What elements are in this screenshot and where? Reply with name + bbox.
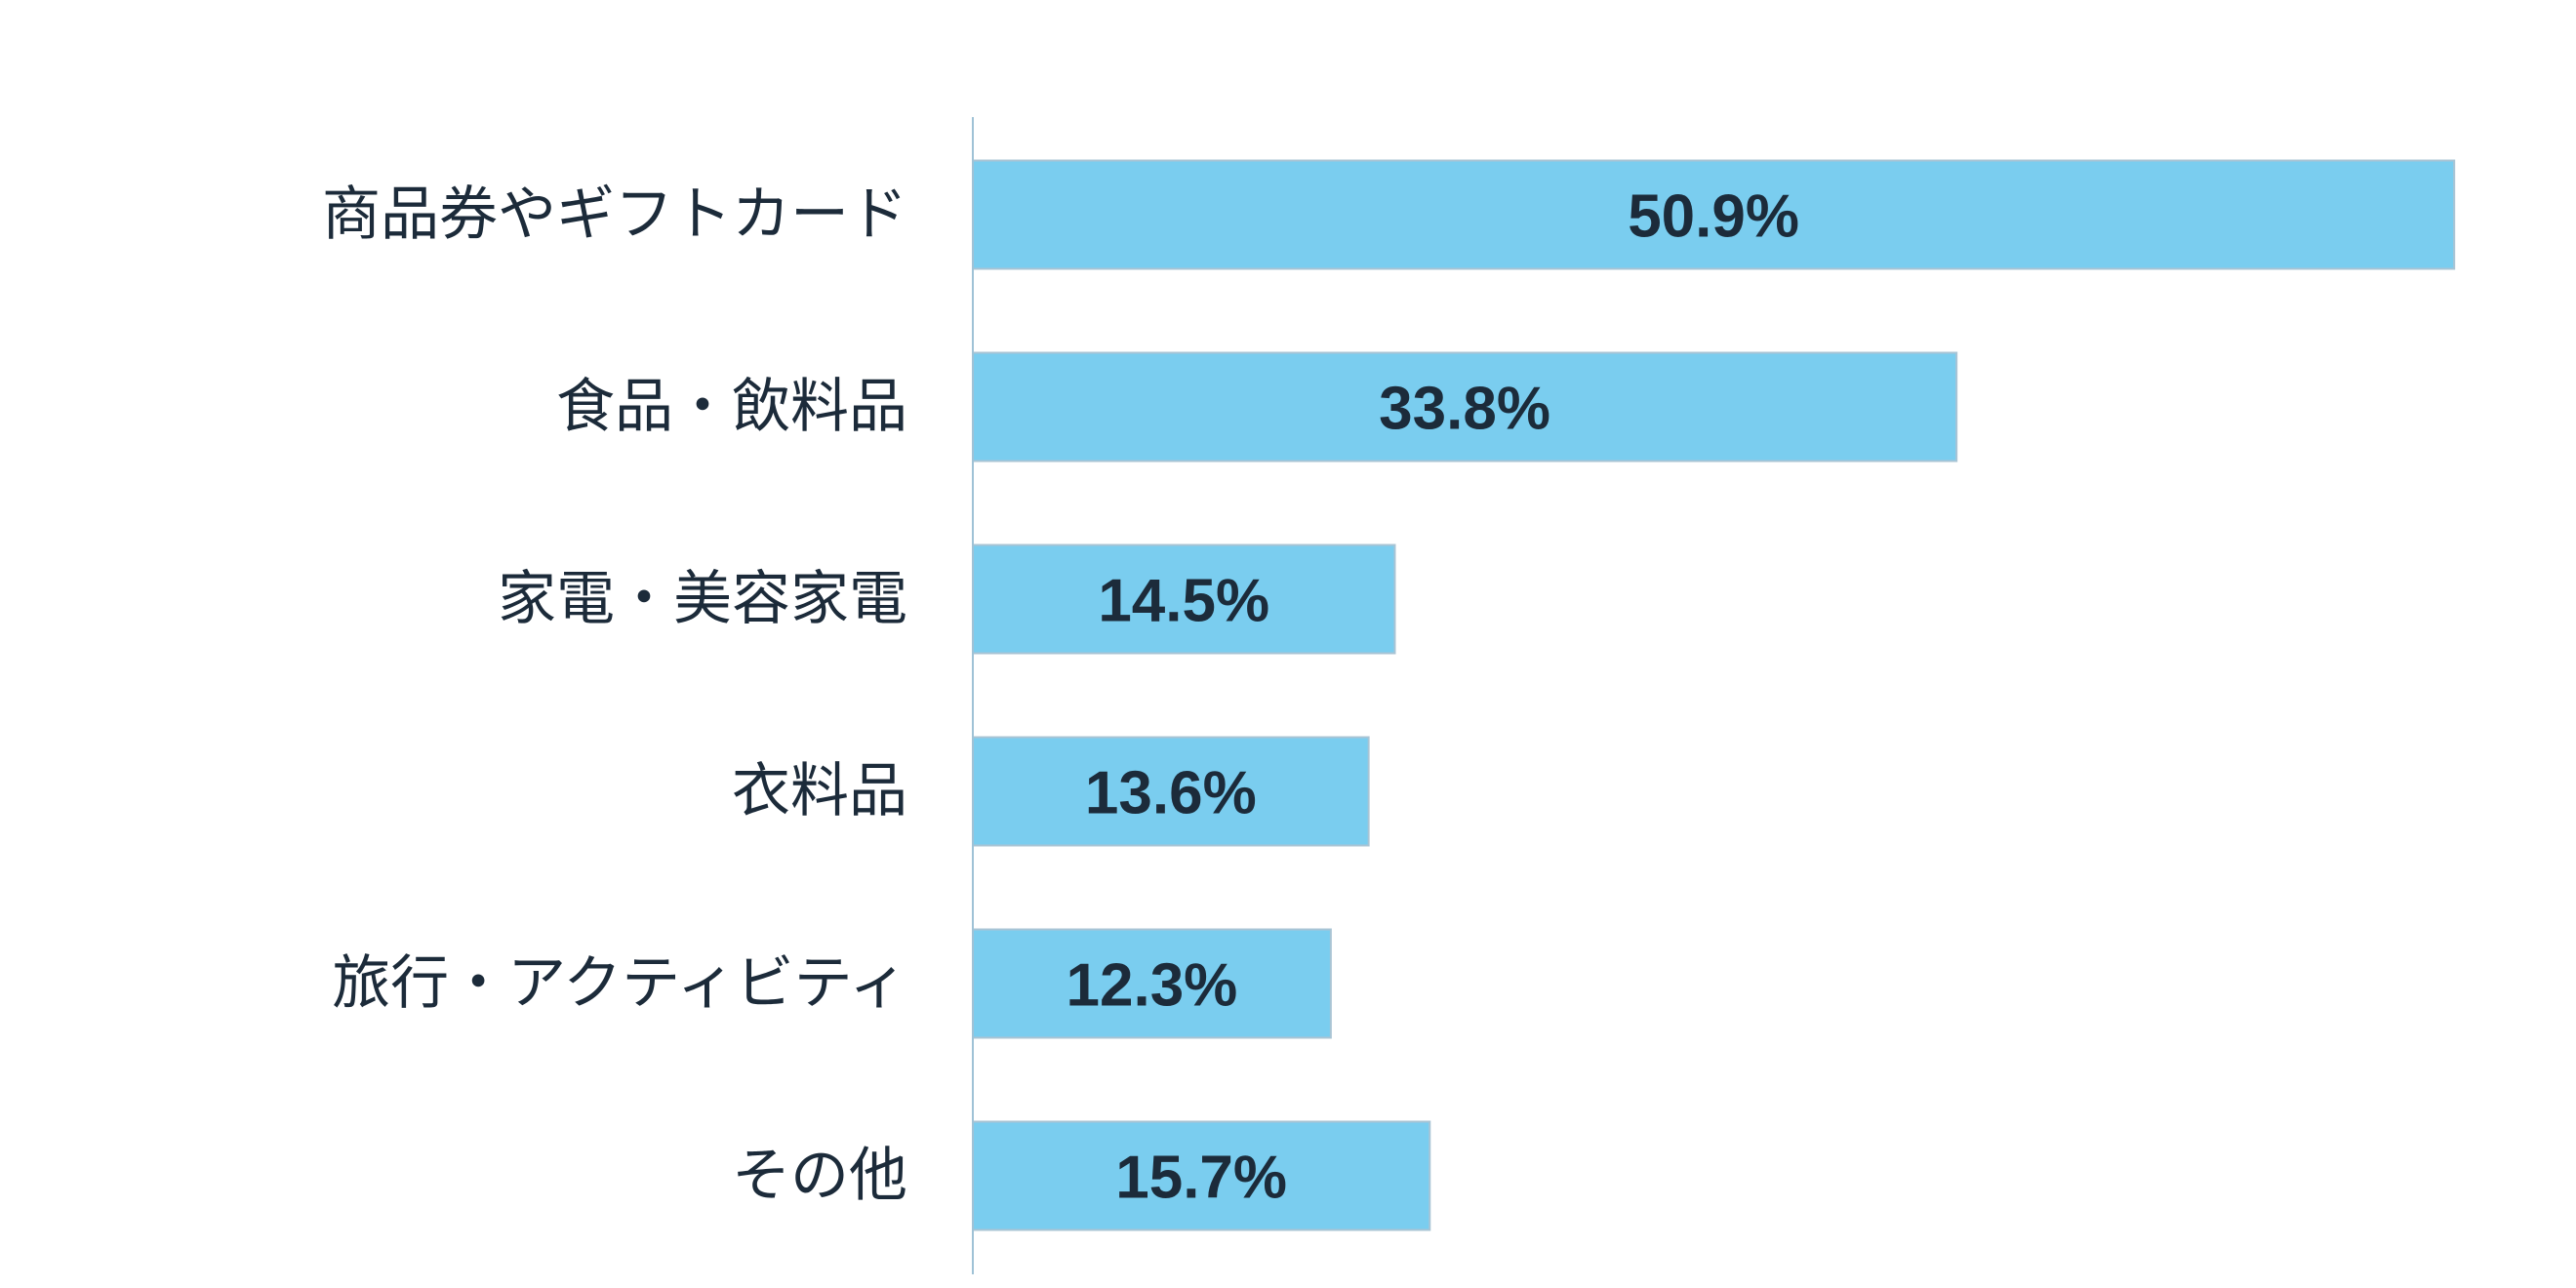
category-label: 食品・飲料品	[556, 373, 907, 441]
bar	[972, 736, 1370, 847]
bar	[972, 928, 1332, 1039]
bar	[972, 543, 1396, 655]
data-label: 12.3%	[1067, 952, 1238, 1020]
data-label: 14.5%	[1098, 568, 1269, 635]
category-label: 家電・美容家電	[498, 565, 907, 633]
category-label: その他	[732, 1142, 907, 1210]
category-label: 旅行・アクティビティ	[332, 949, 907, 1018]
bar	[972, 1120, 1431, 1231]
category-label: 衣料品	[732, 757, 907, 825]
data-label: 33.8%	[1379, 376, 1550, 443]
bar	[972, 351, 1958, 463]
value-labels: 50.9% 33.8% 14.5% 13.6% 12.3% 15.7%	[1067, 183, 1799, 1212]
data-label: 50.9%	[1628, 183, 1799, 251]
bar	[972, 159, 2456, 270]
data-label: 15.7%	[1115, 1145, 1287, 1212]
category-label: 商品券やギフトカード	[322, 181, 907, 249]
bars	[972, 159, 2456, 1231]
data-label: 13.6%	[1085, 760, 1257, 827]
